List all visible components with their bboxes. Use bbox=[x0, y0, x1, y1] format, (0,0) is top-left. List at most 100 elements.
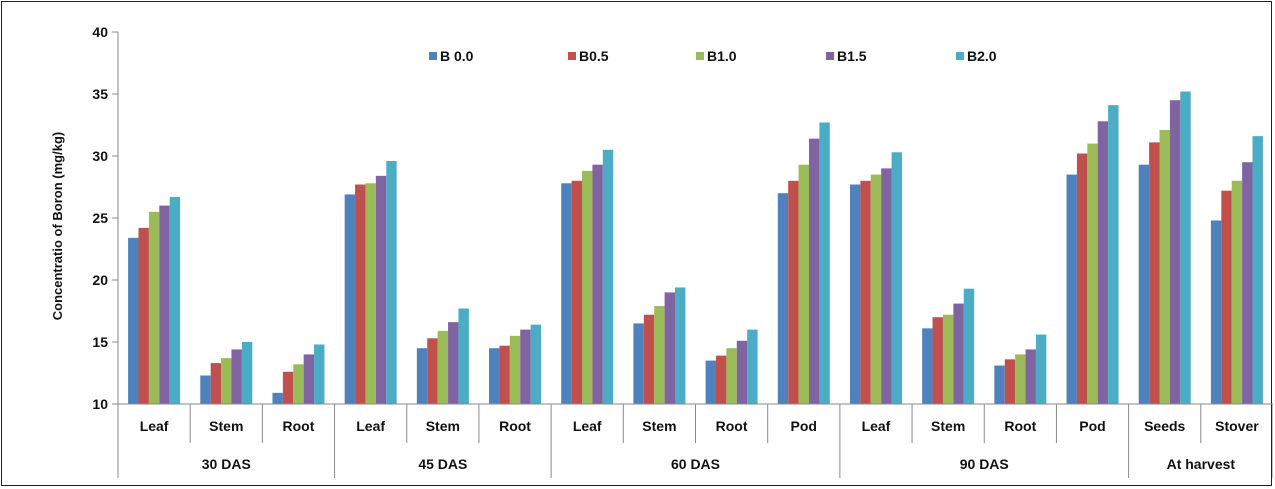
bar-b2-0-11 bbox=[963, 288, 975, 404]
legend-label: B1.5 bbox=[837, 48, 867, 64]
x-tick-label: Seeds bbox=[1144, 418, 1185, 434]
bar-b0-0-6 bbox=[561, 183, 572, 404]
bar-b0-0-9 bbox=[777, 193, 789, 404]
bar-b2-0-6 bbox=[602, 149, 614, 404]
bar-b0-0-12 bbox=[994, 365, 1005, 404]
bar-b1-5-11 bbox=[953, 303, 964, 404]
bar-b1-5-14 bbox=[1169, 100, 1181, 404]
bar-b1-5-7 bbox=[664, 292, 676, 404]
bar-b0-0-10 bbox=[849, 184, 861, 404]
x-axis: Leaf Stem Root Leaf Stem Root Leaf Stem Root Pod L… bbox=[117, 403, 1273, 478]
bar-b2-0-9 bbox=[819, 122, 830, 405]
bar-b2-0-10 bbox=[891, 152, 902, 404]
bars bbox=[128, 91, 1263, 405]
x-tick-label: Leaf bbox=[140, 418, 169, 434]
legend: B 0.0 B0.5 B1.0 B1.5 B2.0 bbox=[429, 48, 997, 64]
bar-b1-0-1 bbox=[221, 358, 232, 404]
y-tick-label: 10 bbox=[92, 396, 108, 412]
legend-swatch bbox=[826, 52, 834, 60]
x-tick-label: Leaf bbox=[356, 418, 385, 434]
group-label: At harvest bbox=[1167, 456, 1236, 472]
bar-b1-5-9 bbox=[808, 138, 820, 404]
x-tick-label: Root bbox=[283, 418, 315, 434]
y-tick-label: 15 bbox=[92, 334, 108, 350]
bar-b1-5-10 bbox=[881, 168, 892, 404]
group-label: 60 DAS bbox=[671, 456, 720, 472]
legend-swatch bbox=[696, 52, 704, 60]
bar-b2-0-8 bbox=[747, 329, 758, 404]
bar-b2-0-7 bbox=[675, 287, 686, 404]
legend-label: B2.0 bbox=[967, 48, 997, 64]
bar-b1-0-15 bbox=[1231, 180, 1243, 404]
y-tick-label: 35 bbox=[92, 86, 108, 102]
group-label: 30 DAS bbox=[202, 456, 251, 472]
bar-b1-0-3 bbox=[365, 183, 376, 404]
bar-b0-0-2 bbox=[272, 392, 283, 404]
bar-b1-0-4 bbox=[437, 330, 449, 404]
bar-b2-0-5 bbox=[530, 324, 542, 404]
x-tick-label: Root bbox=[716, 418, 748, 434]
y-tick-label: 30 bbox=[92, 148, 108, 164]
bar-b0-0-13 bbox=[1066, 174, 1077, 404]
bar-b0-5-10 bbox=[860, 180, 871, 404]
bar-b1-0-2 bbox=[293, 364, 304, 404]
bar-b0-5-1 bbox=[210, 363, 222, 404]
bar-b2-0-3 bbox=[386, 160, 397, 404]
bar-b1-5-0 bbox=[159, 205, 170, 404]
bar-b1-5-4 bbox=[448, 322, 459, 404]
bar-b0-0-1 bbox=[200, 375, 211, 404]
x-tick-label: Stem bbox=[931, 418, 965, 434]
bar-b1-5-15 bbox=[1242, 162, 1253, 404]
bar-b0-5-0 bbox=[138, 227, 149, 404]
bar-b1-0-6 bbox=[582, 170, 593, 404]
bar-b2-0-1 bbox=[241, 342, 253, 404]
bar-b0-0-11 bbox=[922, 328, 933, 404]
bar-b0-0-8 bbox=[705, 360, 716, 404]
bar-b1-0-14 bbox=[1159, 129, 1170, 404]
bar-b0-0-7 bbox=[633, 323, 644, 404]
bar-b1-5-2 bbox=[303, 354, 315, 404]
bar-b0-5-4 bbox=[427, 338, 438, 404]
x-tick-label: Stem bbox=[426, 418, 460, 434]
bar-b0-5-9 bbox=[788, 180, 799, 404]
legend-label: B 0.0 bbox=[440, 48, 474, 64]
x-tick-label: Pod bbox=[791, 418, 817, 434]
bar-b2-0-2 bbox=[314, 344, 325, 404]
legend-swatch bbox=[568, 52, 576, 60]
x-tick-label: Stem bbox=[209, 418, 243, 434]
legend-label: B1.0 bbox=[707, 48, 737, 64]
bar-b1-5-8 bbox=[736, 340, 748, 404]
x-tick-label: Stem bbox=[642, 418, 676, 434]
bar-b1-0-8 bbox=[726, 348, 737, 404]
bar-b0-5-3 bbox=[355, 184, 366, 404]
bar-b1-0-5 bbox=[509, 335, 521, 404]
bar-b2-0-15 bbox=[1252, 136, 1263, 404]
bar-b0-5-13 bbox=[1076, 153, 1088, 404]
legend-swatch bbox=[956, 52, 964, 60]
bar-b1-0-9 bbox=[798, 164, 809, 404]
bar-b0-5-6 bbox=[571, 180, 583, 404]
legend-swatch bbox=[429, 52, 437, 60]
bar-b2-0-4 bbox=[458, 308, 469, 404]
y-axis-label: Concentratio of Boron (mg/kg) bbox=[50, 132, 65, 321]
bar-b0-0-14 bbox=[1138, 164, 1150, 404]
x-tick-label: Pod bbox=[1079, 418, 1105, 434]
x-tick-label: Root bbox=[1004, 418, 1036, 434]
bar-b0-5-7 bbox=[643, 314, 655, 404]
bar-b1-0-12 bbox=[1015, 354, 1026, 404]
bar-b1-5-5 bbox=[520, 329, 531, 404]
bar-b1-5-1 bbox=[231, 349, 242, 404]
y-tick-label: 25 bbox=[92, 210, 108, 226]
bar-b1-0-13 bbox=[1087, 143, 1098, 404]
bar-b0-5-14 bbox=[1149, 142, 1160, 405]
bar-b2-0-12 bbox=[1035, 334, 1047, 404]
legend-label: B0.5 bbox=[579, 48, 609, 64]
y-tick-label: 40 bbox=[92, 24, 108, 40]
group-label: 90 DAS bbox=[960, 456, 1009, 472]
bar-b1-0-7 bbox=[654, 306, 665, 404]
y-tick-label: 20 bbox=[92, 272, 108, 288]
bar-b1-5-3 bbox=[375, 175, 387, 404]
bar-b1-5-13 bbox=[1097, 121, 1109, 404]
